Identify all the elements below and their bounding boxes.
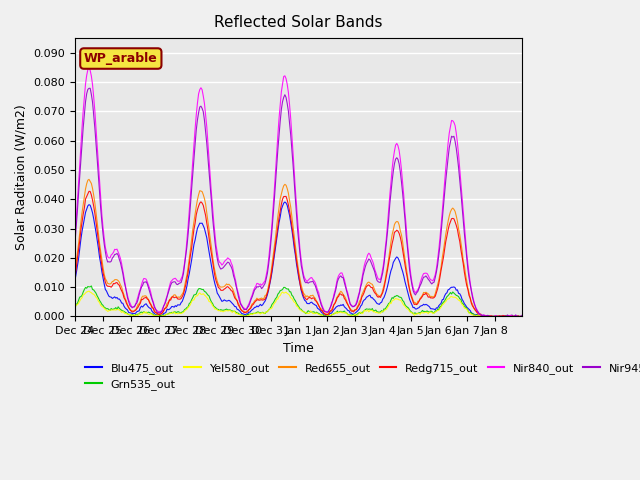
Legend: Blu475_out, Grn535_out, Yel580_out, Red655_out, Redg715_out, Nir840_out, Nir945_: Blu475_out, Grn535_out, Yel580_out, Red6… [81, 358, 640, 395]
Y-axis label: Solar Raditaion (W/m2): Solar Raditaion (W/m2) [15, 105, 28, 250]
X-axis label: Time: Time [283, 342, 314, 355]
Text: WP_arable: WP_arable [84, 52, 157, 65]
Title: Reflected Solar Bands: Reflected Solar Bands [214, 15, 383, 30]
